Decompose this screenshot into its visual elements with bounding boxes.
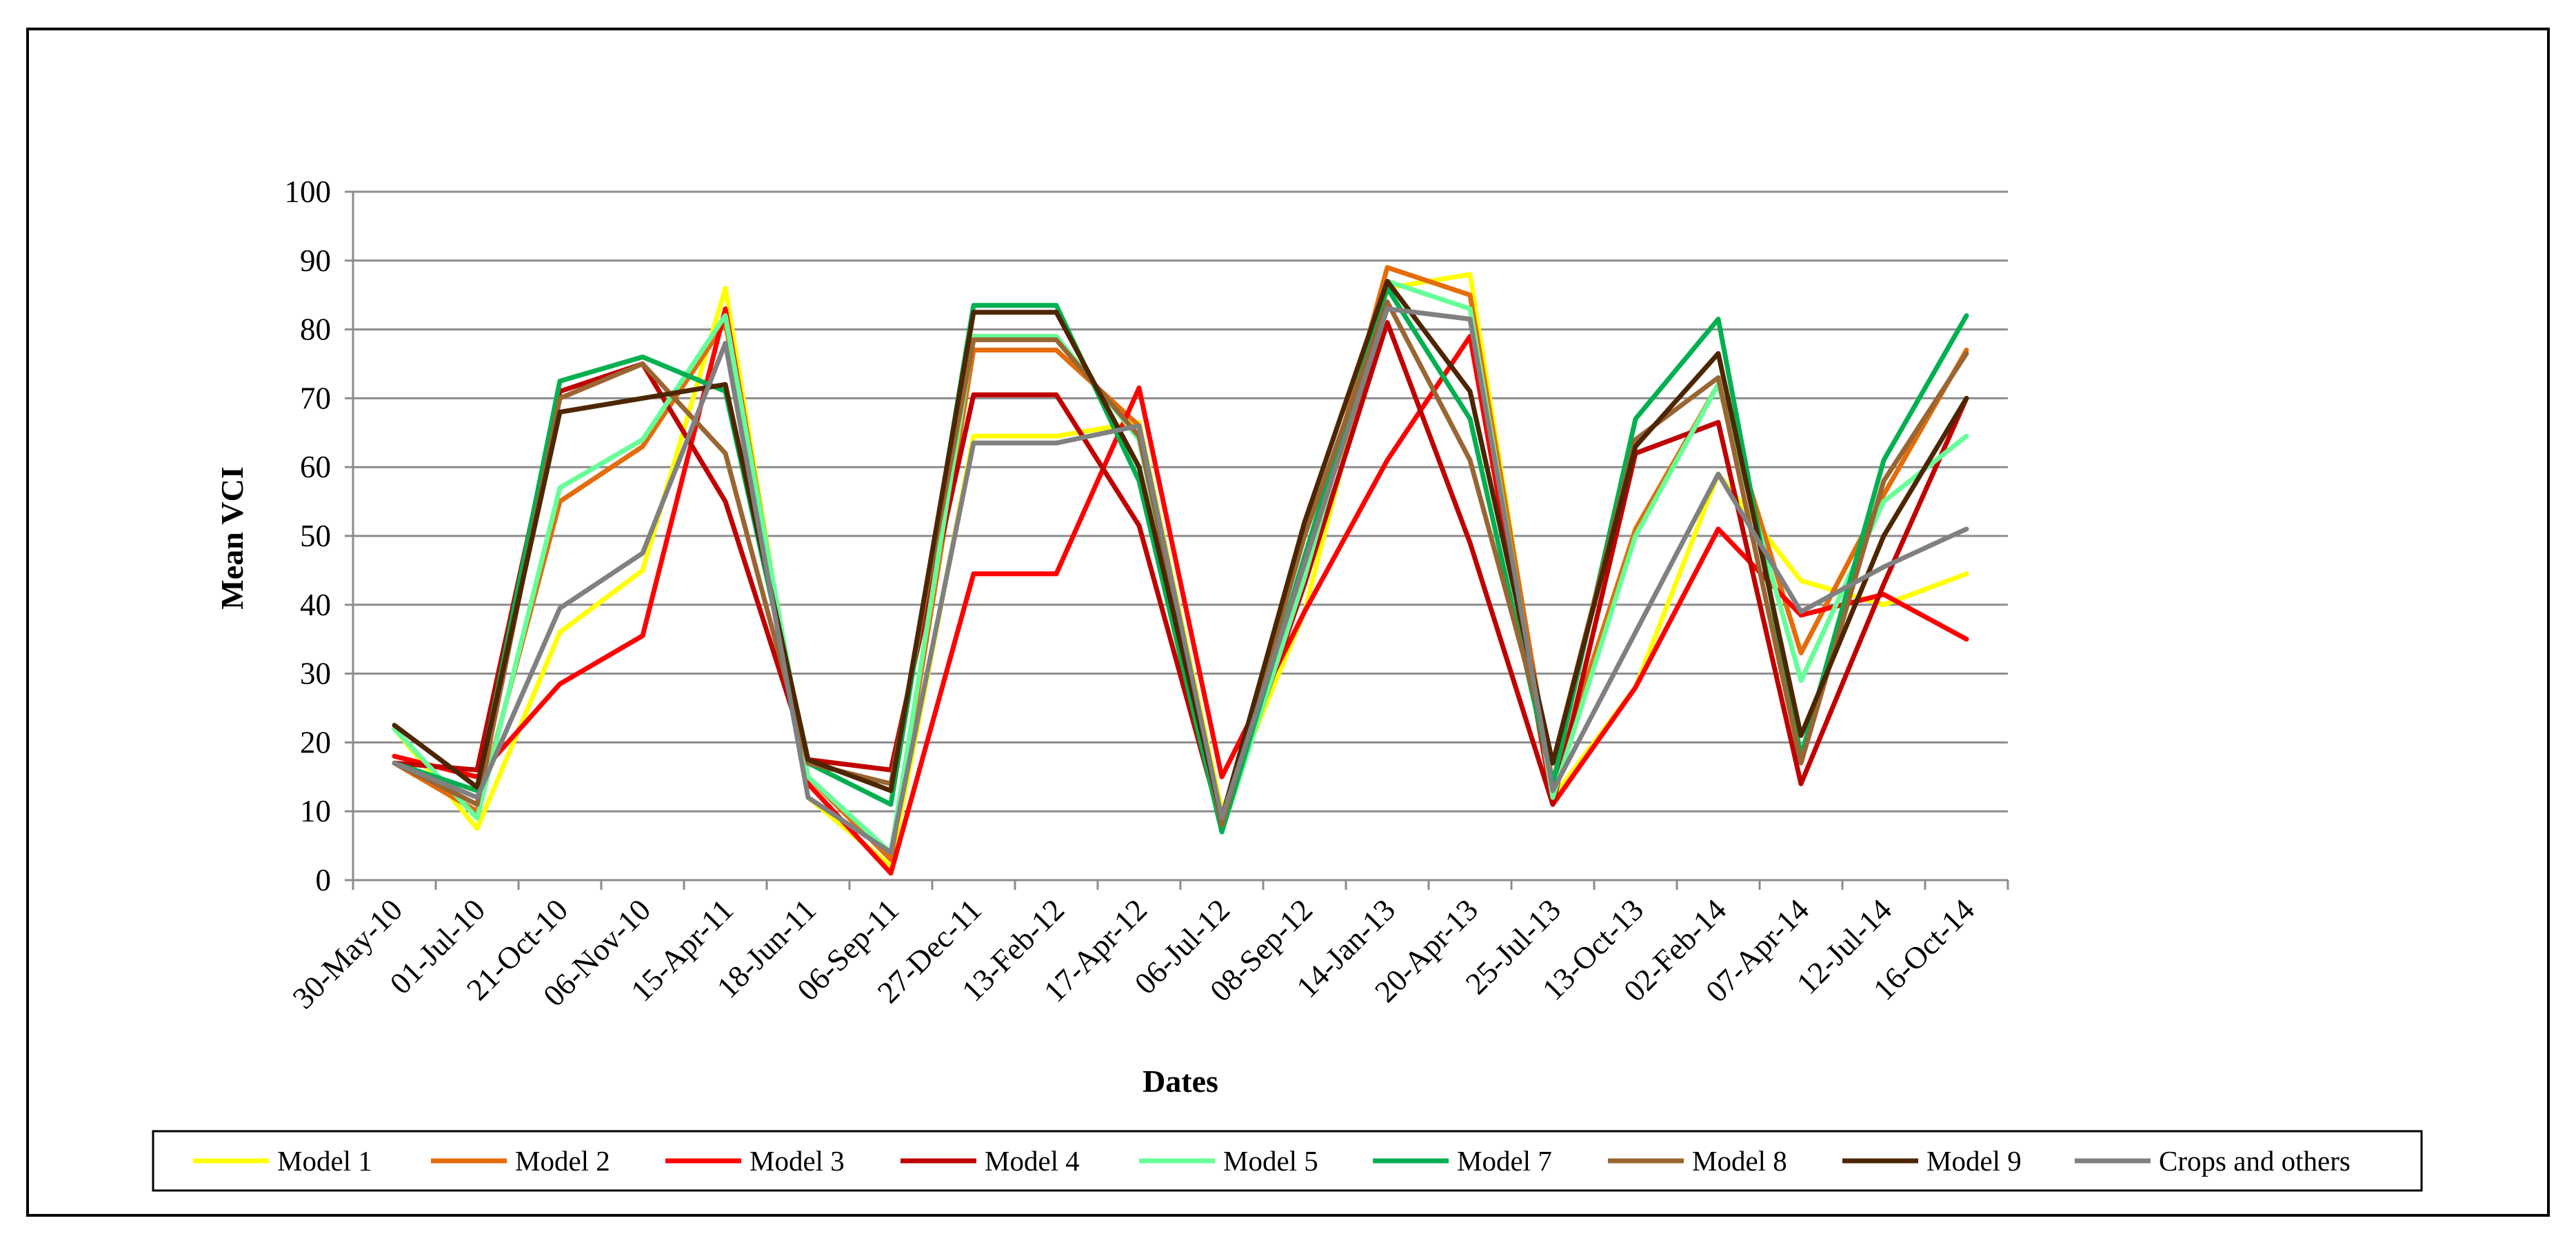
y-tick-label: 0 <box>316 863 332 897</box>
series-line-model-3 <box>392 306 1969 876</box>
y-tick-label: 50 <box>300 519 331 553</box>
y-tick-label: 10 <box>300 794 331 828</box>
y-tick-label: 100 <box>285 175 332 209</box>
y-tick-labels: 0 10 20 30 40 50 60 70 80 90 100 <box>285 175 353 897</box>
legend-model-4-label: Model 4 <box>985 1145 1080 1177</box>
legend-box <box>152 1130 2423 1192</box>
series-lines <box>392 265 1969 876</box>
y-tick-label: 60 <box>300 450 331 484</box>
legend-model-3-label: Model 3 <box>749 1145 845 1177</box>
legend-crops-and-others-label: Crops and others <box>2159 1145 2351 1177</box>
y-tick-label: 40 <box>300 588 331 622</box>
series-line-model-9 <box>392 279 1969 821</box>
legend-model-1-label: Model 1 <box>277 1145 372 1177</box>
y-tick-label: 70 <box>300 381 331 415</box>
legend-model-7-label: Model 7 <box>1457 1145 1552 1177</box>
y-tick-label: 30 <box>300 657 331 691</box>
series-line-crops-and-others <box>392 306 1969 855</box>
legend-model-8-label: Model 8 <box>1692 1145 1787 1177</box>
y-tick-label: 20 <box>300 725 331 759</box>
legend-model-2-label: Model 2 <box>515 1145 610 1177</box>
legend-model-9-label: Model 9 <box>1926 1145 2022 1177</box>
y-tick-label: 90 <box>300 243 331 278</box>
legend-model-5-label: Model 5 <box>1223 1145 1318 1177</box>
series-line-model-7 <box>392 286 1969 835</box>
y-axis-title: Mean VCI <box>214 466 250 609</box>
x-axis-title: Dates <box>1143 1064 1218 1099</box>
y-tick-label: 80 <box>300 312 331 347</box>
legend: Model 1 Model 2 Model 3 Model 4 Model 5 Model… <box>193 1145 2351 1177</box>
series-line-model-4 <box>392 320 1969 828</box>
